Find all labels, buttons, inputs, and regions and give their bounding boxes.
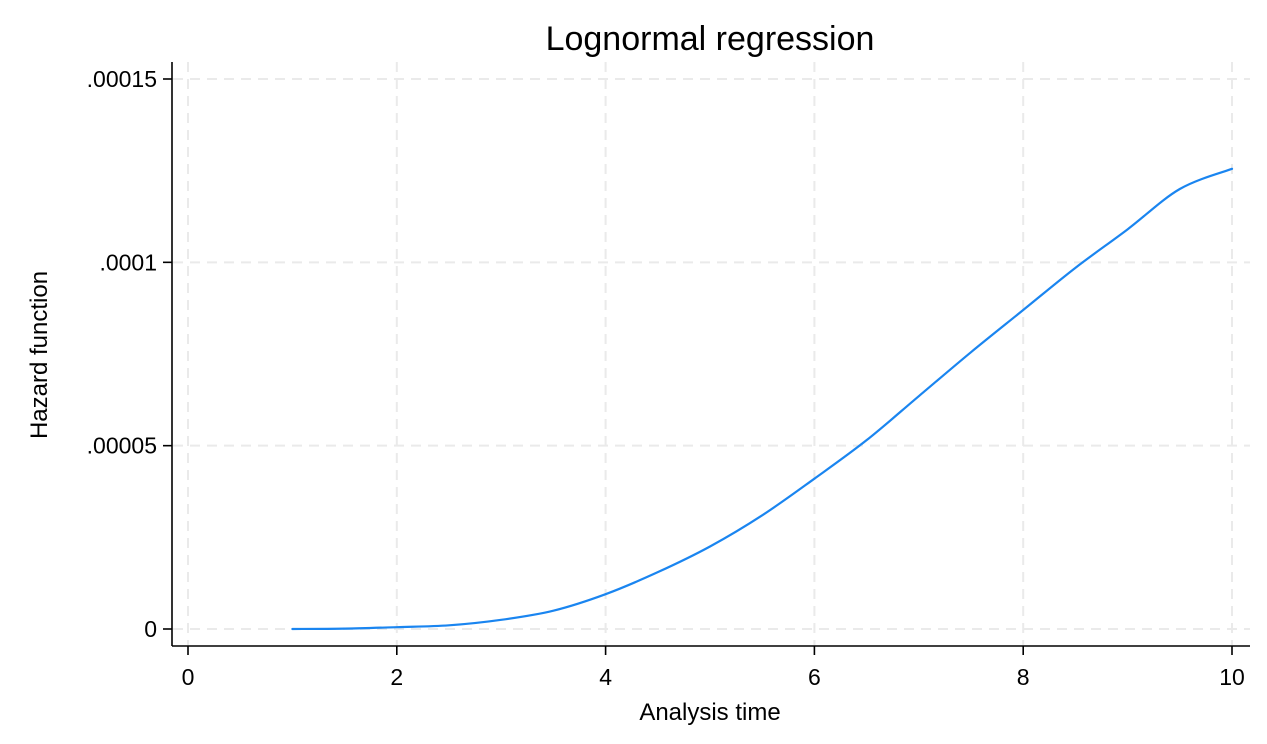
y-tick-label-2: .0001 — [99, 249, 157, 275]
series-layer — [291, 167, 1234, 631]
x-tick-label-1: 2 — [390, 664, 403, 690]
x-axis-title: Analysis time — [639, 699, 780, 726]
grid-layer — [173, 62, 1250, 645]
y-tick-label-0: 0 — [144, 616, 157, 642]
series-line-0 — [291, 167, 1234, 631]
x-tick-label-0: 0 — [182, 664, 195, 690]
y-tick-label-1: .00005 — [87, 433, 157, 459]
x-tick-label-4: 8 — [1017, 664, 1030, 690]
axes-layer: 0 .00005 .0001 .00015 0 2 4 6 8 10 — [87, 62, 1250, 690]
y-axis-title: Hazard function — [26, 271, 53, 439]
x-tick-label-2: 4 — [599, 664, 612, 690]
x-tick-label-3: 6 — [808, 664, 821, 690]
y-tick-label-3: .00015 — [87, 66, 157, 92]
chart-title: Lognormal regression — [546, 20, 875, 58]
x-tick-label-5: 10 — [1219, 664, 1245, 690]
